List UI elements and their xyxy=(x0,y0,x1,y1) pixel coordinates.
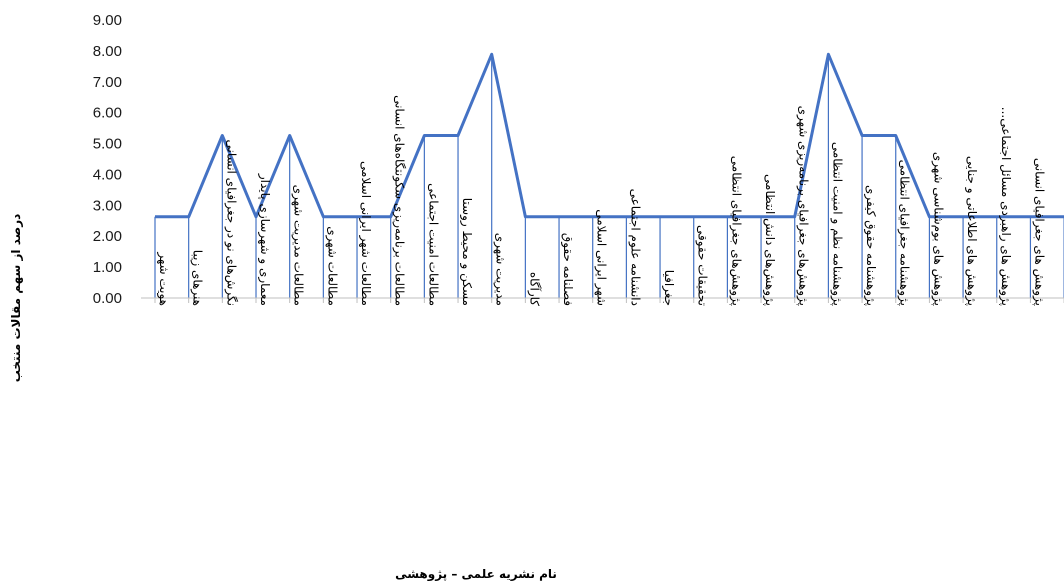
y-axis-ticks: 0.00 1.00 2.00 3.00 4.00 5.00 6.00 7.00 8.00 9.00 xyxy=(93,12,122,307)
category-label: پژوهش‌های جغرافیای برنامه‌ریزی شهری xyxy=(796,106,811,306)
category-label: پژوهشنامه جغرافیای انتظامی xyxy=(897,160,912,306)
y-tick-label: 5.00 xyxy=(93,136,122,153)
category-label: نگرش‌های نو در جغرافیای انسانی xyxy=(223,140,238,307)
category-label: دانشنامه علوم اجتماعی xyxy=(627,189,642,306)
category-label: پژوهش‌های دانش انتظامی xyxy=(762,174,777,306)
x-axis-ticks xyxy=(154,298,1064,303)
category-label: مطالعات امنیت اجتماعی xyxy=(426,183,440,306)
category-label: پژوهش های راهبردی مسائل اجتماعی... xyxy=(998,107,1013,306)
y-tick-label: 0.00 xyxy=(93,290,122,307)
category-label: کارآگاه xyxy=(526,272,542,306)
category-labels: هویت شهر هنرهای زیبا نگرش‌های نو در جغرافی… xyxy=(156,95,1046,307)
category-label: فصلنامه حقوق xyxy=(560,233,575,306)
drop-lines xyxy=(154,54,1064,298)
category-label: جغرافیا xyxy=(661,270,676,306)
y-tick-label: 2.00 xyxy=(93,228,122,245)
category-label: هنرهای زیبا xyxy=(190,250,205,306)
category-label: هویت شهر xyxy=(156,251,171,306)
y-axis-title: درصد از سهم مقالات منتخب xyxy=(9,214,23,383)
y-tick-label: 1.00 xyxy=(93,259,122,276)
category-label: پژوهش های جغرافیای انسانی xyxy=(1031,158,1046,306)
y-tick-label: 4.00 xyxy=(93,166,122,183)
category-label: پژوهش‌های جغرافیای انتظامی xyxy=(728,156,743,306)
y-tick-label: 9.00 xyxy=(93,12,122,29)
category-label: مدیریت شهری xyxy=(493,233,508,306)
category-label: شهر ایرانی اسلامی xyxy=(594,209,609,306)
category-label: مطالعات برنامه‌ریزی سکونتگاه‌های انسانی xyxy=(392,95,407,306)
category-label: پژوهش های بوم‌شناسی شهری xyxy=(930,152,945,306)
category-label: مطالعات مدیریت شهری xyxy=(291,185,306,306)
category-label: پژوهشنامه حقوق کیفری xyxy=(863,185,878,306)
category-label: مطالعات شهری xyxy=(324,226,339,306)
y-tick-label: 6.00 xyxy=(93,105,122,122)
category-label: معماری و شهرسازی پایدار xyxy=(257,173,272,306)
category-label: پژوهشنامه نظم و امنیت انتظامی xyxy=(829,142,844,306)
x-axis-title: نام نشریه علمی – پژوهشی xyxy=(395,567,557,582)
category-label: تحقیقات حقوقی xyxy=(695,225,710,306)
y-tick-label: 3.00 xyxy=(93,197,122,214)
category-label: مسکن و محیط روستا xyxy=(459,198,474,306)
y-tick-label: 7.00 xyxy=(93,74,122,91)
category-label: مطالعات شهر ایرانی اسلامی xyxy=(358,161,373,306)
series-line xyxy=(155,52,1064,219)
y-tick-label: 8.00 xyxy=(93,43,122,60)
category-label: پژوهش های اطلاعاتی و جنایی xyxy=(964,156,979,306)
